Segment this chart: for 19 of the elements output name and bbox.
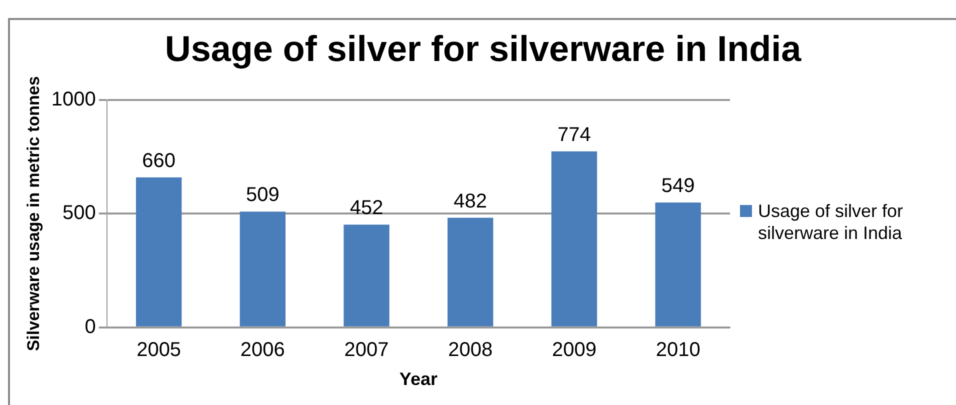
x-tick-label: 2006 (240, 338, 285, 361)
x-tick-label: 2009 (552, 338, 596, 361)
y-tick-label: 0 (84, 316, 96, 338)
y-tick-label: 500 (62, 202, 96, 224)
data-label: 549 (661, 175, 695, 198)
data-label: 774 (558, 124, 591, 146)
legend-label: Usage of silver for silverware in India (758, 200, 904, 244)
y-axis-title: Silverware usage in metric tonnes (24, 76, 43, 352)
x-tick-label: 2010 (656, 338, 700, 361)
data-label: 509 (246, 184, 280, 206)
y-tick-label: 1000 (51, 88, 96, 111)
data-label: 452 (350, 197, 384, 220)
data-label: 482 (454, 190, 488, 212)
x-axis-title: Year (399, 369, 438, 390)
chart-title: Usage of silver for silverware in India (164, 28, 802, 70)
x-tick-label: 2007 (344, 338, 389, 361)
data-label: 660 (142, 150, 176, 172)
x-tick-label: 2005 (136, 338, 182, 361)
x-tick-label: 2008 (448, 338, 493, 361)
